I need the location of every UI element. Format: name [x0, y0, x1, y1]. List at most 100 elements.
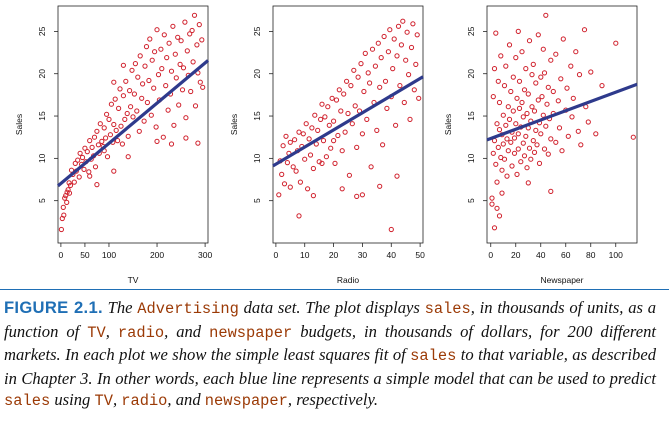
data-point [135, 74, 141, 80]
scatter-panel-radio: 0 10 20 30 40 50 5 10 15 20 25 Radio Sales [229, 5, 425, 285]
data-point [164, 55, 170, 61]
data-point [414, 32, 420, 38]
data-point [144, 99, 150, 106]
data-point [374, 127, 380, 133]
data-point [348, 83, 354, 89]
data-point [541, 146, 548, 152]
data-point [504, 136, 510, 142]
data-point [165, 107, 171, 113]
data-point [510, 74, 516, 80]
data-point [500, 141, 506, 147]
data-point [355, 74, 361, 80]
caption-text-run: , respectively. [287, 390, 379, 410]
x-tick-label: 0 [488, 250, 493, 260]
y-tick-label: 10 [37, 153, 47, 163]
data-point [496, 213, 503, 219]
data-point [407, 116, 413, 123]
data-point [103, 135, 109, 141]
data-point [180, 65, 187, 71]
data-point [395, 23, 402, 29]
data-point [394, 53, 400, 59]
data-point [168, 141, 175, 147]
data-point [297, 179, 303, 185]
data-point [613, 40, 619, 46]
data-point [520, 114, 526, 120]
data-point [116, 105, 122, 112]
data-point [400, 18, 406, 24]
data-point [318, 116, 324, 123]
data-point [99, 138, 105, 144]
data-point [305, 186, 311, 192]
data-point [530, 138, 536, 144]
data-point [190, 59, 196, 65]
data-point [113, 127, 119, 133]
data-point [526, 145, 533, 151]
data-point [494, 121, 500, 127]
data-point [354, 193, 360, 199]
caption-code-term: radio [121, 392, 168, 411]
data-point [76, 174, 82, 180]
data-point [585, 119, 591, 125]
data-point [538, 131, 544, 137]
data-point [310, 165, 316, 172]
y-tick-label: 20 [252, 69, 262, 79]
data-point [493, 30, 499, 36]
data-point [506, 116, 513, 123]
data-point [187, 31, 193, 37]
data-point [191, 12, 198, 18]
data-point [510, 108, 516, 114]
data-point [495, 144, 501, 150]
data-point [319, 101, 325, 107]
data-point [64, 199, 70, 205]
data-point [153, 124, 159, 130]
data-point [390, 66, 396, 72]
data-point [544, 101, 550, 107]
data-point [345, 110, 351, 117]
data-point [553, 51, 559, 57]
x-tick-label: 200 [150, 250, 164, 260]
data-point [338, 108, 344, 114]
data-point [280, 143, 286, 149]
data-point [359, 131, 365, 137]
x-tick-label: 20 [511, 250, 521, 260]
data-point [170, 23, 176, 29]
data-point [388, 226, 394, 233]
data-point [508, 88, 514, 95]
data-point [168, 68, 175, 74]
y-axis-label: Sales [14, 114, 24, 135]
caption-code-term: TV [87, 323, 106, 342]
data-point [504, 173, 510, 179]
data-point [290, 164, 296, 170]
data-point [354, 144, 360, 150]
data-point [403, 57, 409, 63]
x-tick-label: 0 [274, 250, 279, 260]
data-point [276, 192, 282, 198]
data-point [513, 121, 519, 127]
data-point [548, 188, 554, 194]
y-axis-label: Sales [229, 114, 239, 135]
data-point [131, 91, 137, 97]
y-tick-label: 20 [37, 69, 47, 79]
data-point [120, 62, 127, 68]
data-point [326, 122, 332, 128]
data-point [179, 87, 186, 93]
data-point [411, 87, 417, 93]
data-point [77, 150, 83, 156]
data-point [166, 40, 172, 46]
data-point [560, 36, 566, 42]
data-point [199, 37, 205, 43]
data-point [67, 182, 74, 188]
x-tick-label: 50 [415, 250, 425, 260]
data-point [489, 201, 495, 207]
data-point [142, 63, 148, 69]
data-point [375, 40, 381, 46]
data-point [515, 131, 521, 137]
caption-text-run: , and [164, 321, 210, 341]
data-point [151, 85, 157, 91]
data-point [349, 121, 355, 127]
data-point [500, 112, 506, 118]
data-point [404, 29, 410, 35]
data-point [293, 168, 299, 174]
data-point [141, 118, 147, 124]
data-point [104, 154, 111, 160]
